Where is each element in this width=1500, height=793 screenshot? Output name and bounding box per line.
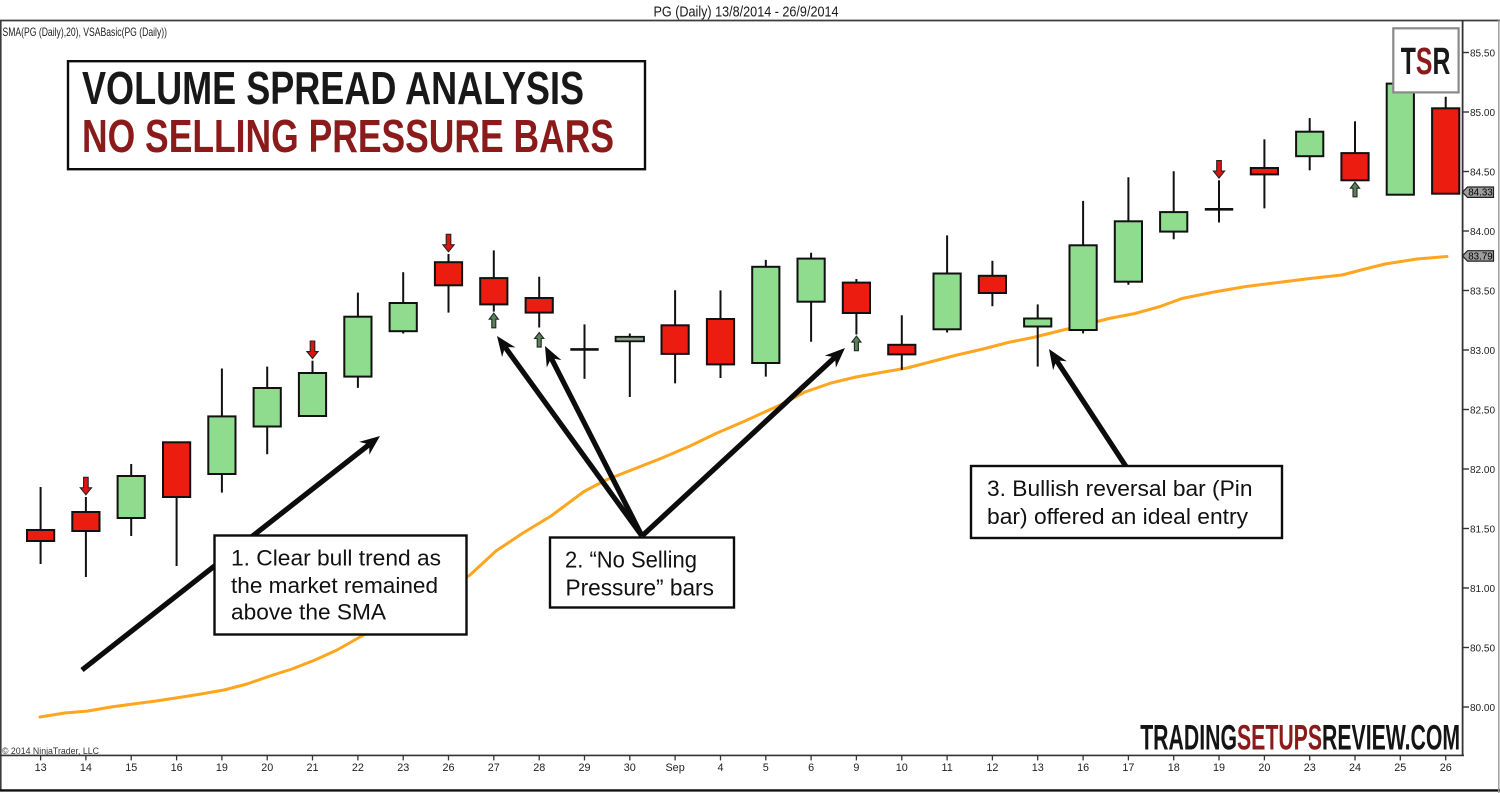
svg-text:13: 13 <box>1032 762 1044 774</box>
svg-text:12: 12 <box>986 762 998 774</box>
svg-text:84.33: 84.33 <box>1468 188 1493 199</box>
svg-text:20: 20 <box>261 762 273 774</box>
svg-text:83.00: 83.00 <box>1470 346 1495 357</box>
svg-text:82.50: 82.50 <box>1470 405 1495 416</box>
svg-text:23: 23 <box>397 762 409 774</box>
svg-text:SMA(PG (Daily),20), VSABasic(P: SMA(PG (Daily),20), VSABasic(PG (Daily)) <box>3 25 168 39</box>
svg-text:82.00: 82.00 <box>1470 465 1495 476</box>
svg-text:4: 4 <box>717 762 723 774</box>
svg-text:15: 15 <box>125 762 137 774</box>
svg-text:85.50: 85.50 <box>1470 48 1495 59</box>
svg-text:bar) offered an ideal entry: bar) offered an ideal entry <box>987 504 1248 529</box>
svg-text:Sep: Sep <box>665 762 684 774</box>
svg-text:3. Bullish reversal bar (Pin: 3. Bullish reversal bar (Pin <box>987 476 1253 501</box>
svg-text:80.00: 80.00 <box>1470 703 1495 714</box>
svg-text:83.50: 83.50 <box>1470 286 1495 297</box>
svg-text:19: 19 <box>216 762 228 774</box>
svg-text:28: 28 <box>533 762 545 774</box>
svg-text:84.00: 84.00 <box>1470 227 1495 238</box>
svg-text:13: 13 <box>35 762 47 774</box>
svg-text:TRADINGSETUPSREVIEW.COM: TRADINGSETUPSREVIEW.COM <box>1140 719 1460 758</box>
svg-text:26: 26 <box>1440 762 1452 774</box>
svg-text:84.50: 84.50 <box>1470 167 1495 178</box>
svg-text:30: 30 <box>624 762 636 774</box>
svg-text:PG (Daily) 13/8/2014 - 26/9/2: PG (Daily) 13/8/2014 - 26/9/2014 <box>654 4 839 21</box>
svg-text:80.50: 80.50 <box>1470 643 1495 654</box>
svg-text:81.00: 81.00 <box>1470 584 1495 595</box>
svg-text:22: 22 <box>352 762 364 774</box>
svg-text:TSR: TSR <box>1401 40 1451 83</box>
svg-text:27: 27 <box>488 762 500 774</box>
svg-text:NO SELLING PRESSURE BARS: NO SELLING PRESSURE BARS <box>82 110 614 162</box>
svg-text:83.79: 83.79 <box>1468 251 1493 262</box>
svg-text:the market remained: the market remained <box>231 573 438 598</box>
svg-text:21: 21 <box>306 762 318 774</box>
svg-text:16: 16 <box>1077 762 1089 774</box>
svg-text:29: 29 <box>578 762 590 774</box>
svg-text:VOLUME SPREAD ANALYSIS: VOLUME SPREAD ANALYSIS <box>82 62 584 114</box>
svg-text:© 2014 NinjaTrader, LLC: © 2014 NinjaTrader, LLC <box>2 746 99 757</box>
svg-text:18: 18 <box>1168 762 1180 774</box>
svg-text:10: 10 <box>896 762 908 774</box>
svg-text:20: 20 <box>1258 762 1270 774</box>
svg-text:25: 25 <box>1394 762 1406 774</box>
svg-text:16: 16 <box>171 762 183 774</box>
svg-text:19: 19 <box>1213 762 1225 774</box>
svg-text:81.50: 81.50 <box>1470 524 1495 535</box>
svg-text:2. “No Selling: 2. “No Selling <box>565 546 697 572</box>
svg-text:23: 23 <box>1304 762 1316 774</box>
svg-text:24: 24 <box>1349 762 1361 774</box>
svg-text:5: 5 <box>763 762 769 774</box>
svg-text:Pressure” bars: Pressure” bars <box>566 574 714 600</box>
svg-text:85.00: 85.00 <box>1470 108 1495 119</box>
svg-text:6: 6 <box>808 762 814 774</box>
svg-text:14: 14 <box>80 762 92 774</box>
svg-text:above the SMA: above the SMA <box>231 599 386 624</box>
svg-text:11: 11 <box>941 762 952 774</box>
svg-text:26: 26 <box>442 762 454 774</box>
svg-text:9: 9 <box>853 762 859 774</box>
svg-text:17: 17 <box>1122 762 1134 774</box>
svg-text:1. Clear bull trend as: 1. Clear bull trend as <box>231 546 441 571</box>
